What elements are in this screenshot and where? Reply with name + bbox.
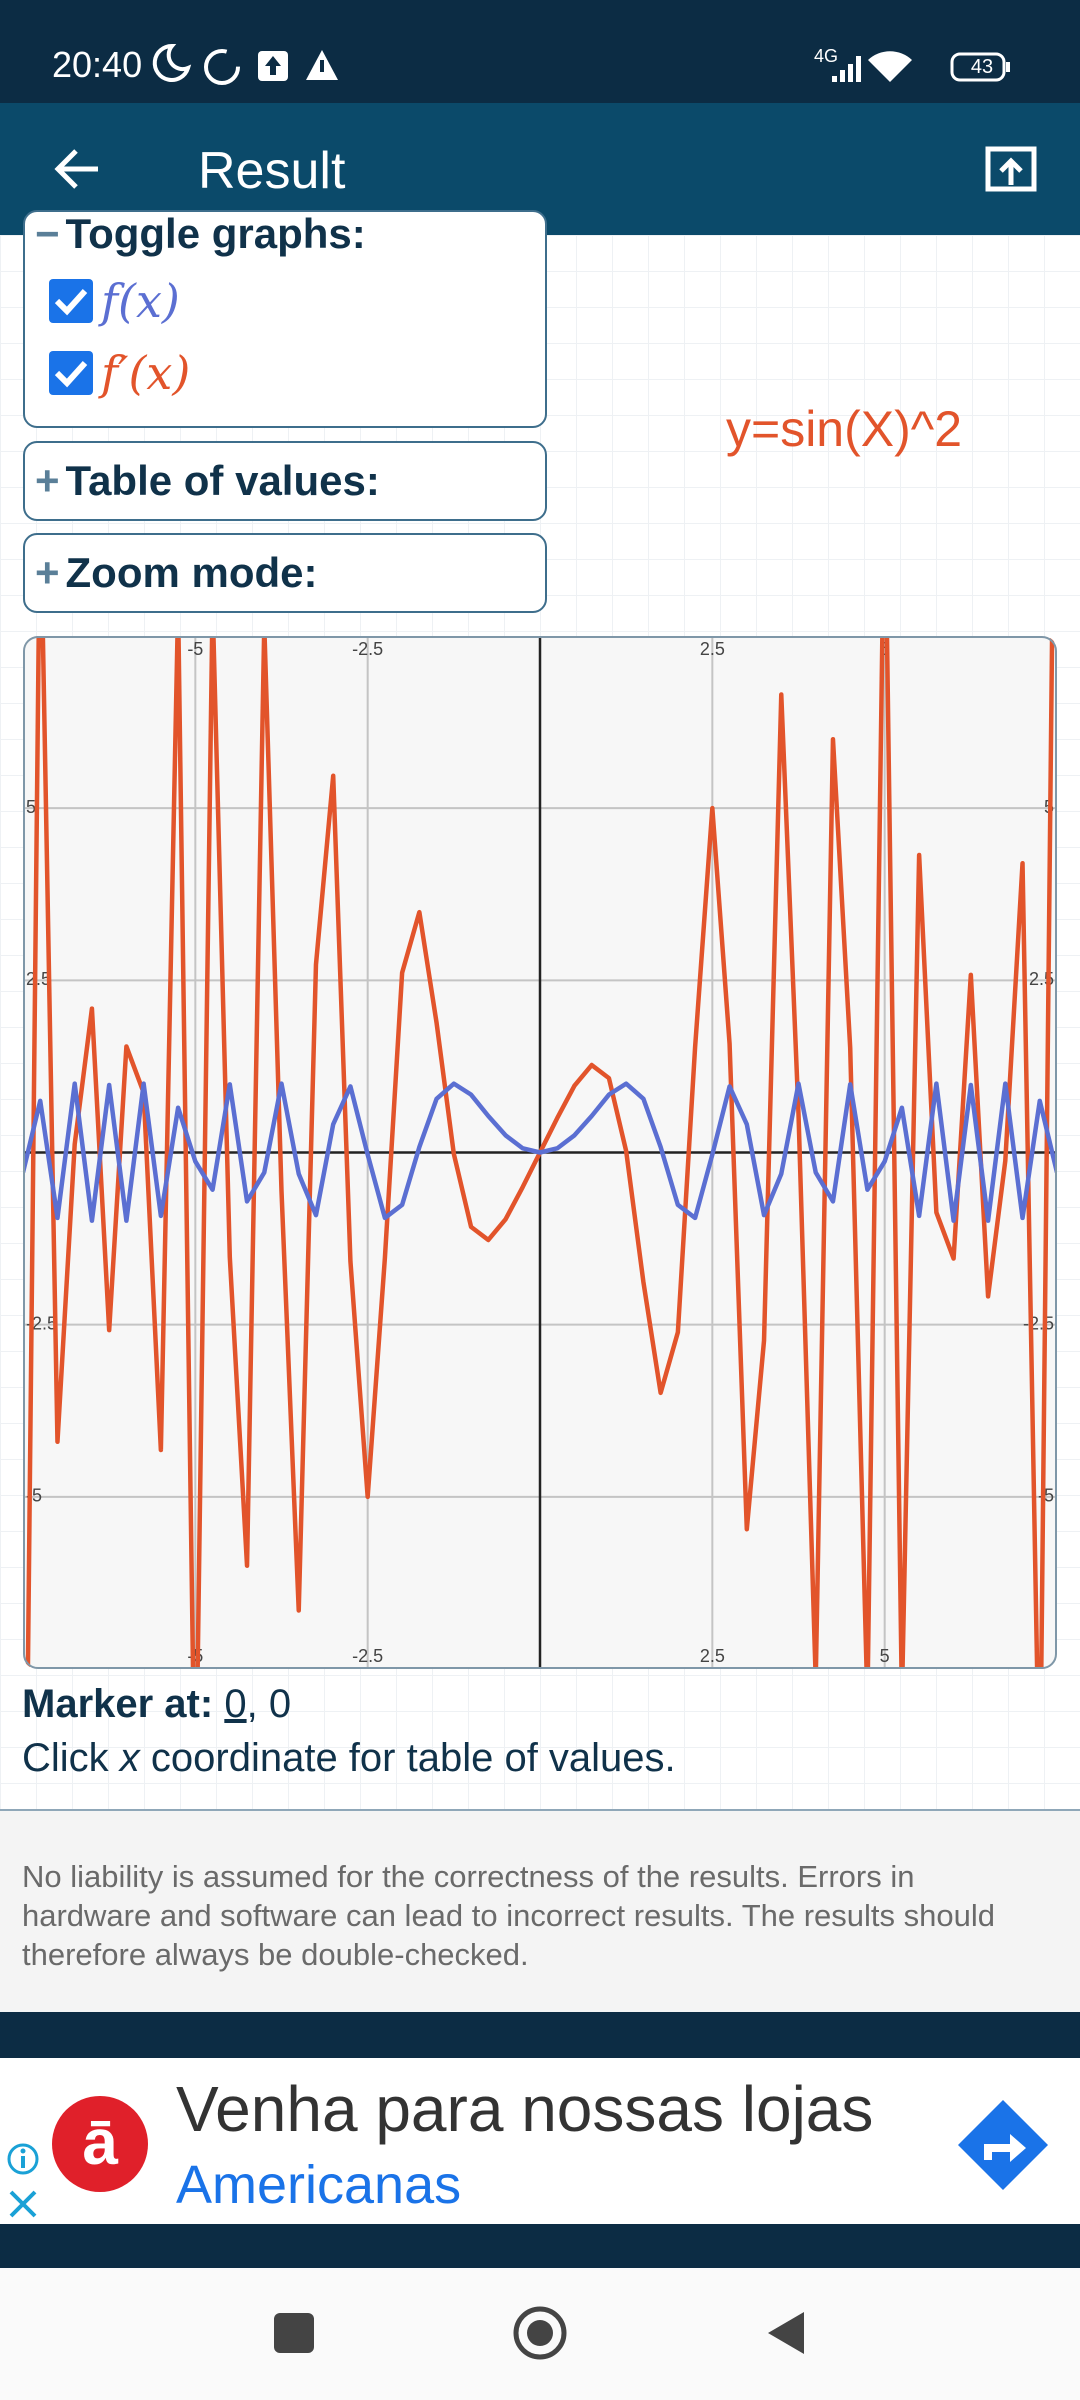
x-tick-label: 5 <box>880 639 890 659</box>
ad-brand: Americanas <box>176 2155 462 2215</box>
x-tick-label: 5 <box>880 1646 890 1666</box>
x-tick-label: 2.5 <box>700 1646 725 1666</box>
disclaimer: No liability is assumed for the correctn… <box>22 1859 995 1972</box>
toggle-f[interactable]: f(x) <box>47 274 180 328</box>
network-type: 4G <box>814 46 839 66</box>
page-title: Result <box>198 142 346 200</box>
status-icons <box>152 43 338 85</box>
ad-choices[interactable] <box>6 2142 40 2222</box>
nav-buttons <box>274 2306 804 2360</box>
y-tick-label: -2.5 <box>1023 1313 1054 1333</box>
hint-text: Click <box>22 1736 120 1780</box>
plot-border <box>23 636 1057 1669</box>
hint-var: x <box>119 1736 140 1780</box>
table-of-values-toggle[interactable]: + Table of values: <box>23 441 547 521</box>
x-tick-label: -2.5 <box>352 1646 383 1666</box>
status-bar: 20:40 4G 43 <box>0 0 1080 103</box>
marker-info: Marker at: 0, 0 <box>22 1682 292 1726</box>
y-tick-label: 2.5 <box>26 969 51 989</box>
chart[interactable]: -5-5-2.5-2.52.52.555-5 -5-2.5 -2.52.5 2.55 5 <box>23 636 1057 1669</box>
marker-y: 0 <box>268 1682 292 1726</box>
toggle-panel: − Toggle graphs: f(x) f′(x) <box>23 210 547 428</box>
series-label: f(x) <box>101 274 180 328</box>
toggle-fprime[interactable]: f′(x) <box>47 346 190 400</box>
y-tick-label: 5 <box>26 797 36 817</box>
section-title: Table of values: <box>65 457 380 504</box>
hint-text: coordinate for table of values. <box>139 1736 676 1780</box>
home-button[interactable] <box>513 2306 567 2360</box>
ad-banner[interactable]: ā Venha para nossas lojas Americanas <box>0 2058 1080 2224</box>
section-title: Zoom mode: <box>65 549 318 596</box>
series-line <box>23 1081 1057 1223</box>
clock: 20:40 <box>52 44 143 85</box>
x-tick-label: 2.5 <box>700 639 725 659</box>
share-button[interactable] <box>984 143 1040 195</box>
recent-button[interactable] <box>274 2313 314 2353</box>
ad-headline: Venha para nossas lojas <box>176 2073 874 2145</box>
zoom-mode-toggle[interactable]: + Zoom mode: <box>23 533 547 613</box>
marker-label: Marker at: <box>22 1682 214 1726</box>
y-tick-label: -5 <box>1038 1486 1054 1506</box>
checkbox[interactable] <box>47 277 95 325</box>
formula: y=sin(X)^2 <box>726 401 963 457</box>
back-button[interactable] <box>50 143 102 195</box>
series-label: f′(x) <box>101 346 191 400</box>
x-tick-label: -5 <box>187 1646 203 1666</box>
checkbox[interactable] <box>47 349 95 397</box>
signal-icons <box>832 51 1010 82</box>
navigation-bar <box>0 2268 1080 2400</box>
disclaimer-area: No liability is assumed for the correctn… <box>0 1809 1080 2012</box>
x-tick-label: -2.5 <box>352 639 383 659</box>
back-nav-button[interactable] <box>768 2312 804 2354</box>
battery-level: 43 <box>970 56 994 78</box>
marker-hint: Click x coordinate for table of values. <box>22 1736 676 1781</box>
x-tick-label: -5 <box>187 639 203 659</box>
marker-x[interactable]: 0 <box>224 1682 247 1726</box>
toggle-title-text: Toggle graphs: <box>65 210 366 257</box>
toggle-title: − Toggle graphs: <box>35 210 366 257</box>
ad-direction-icon[interactable] <box>956 2098 1050 2192</box>
ad-logo: ā <box>52 2096 148 2192</box>
